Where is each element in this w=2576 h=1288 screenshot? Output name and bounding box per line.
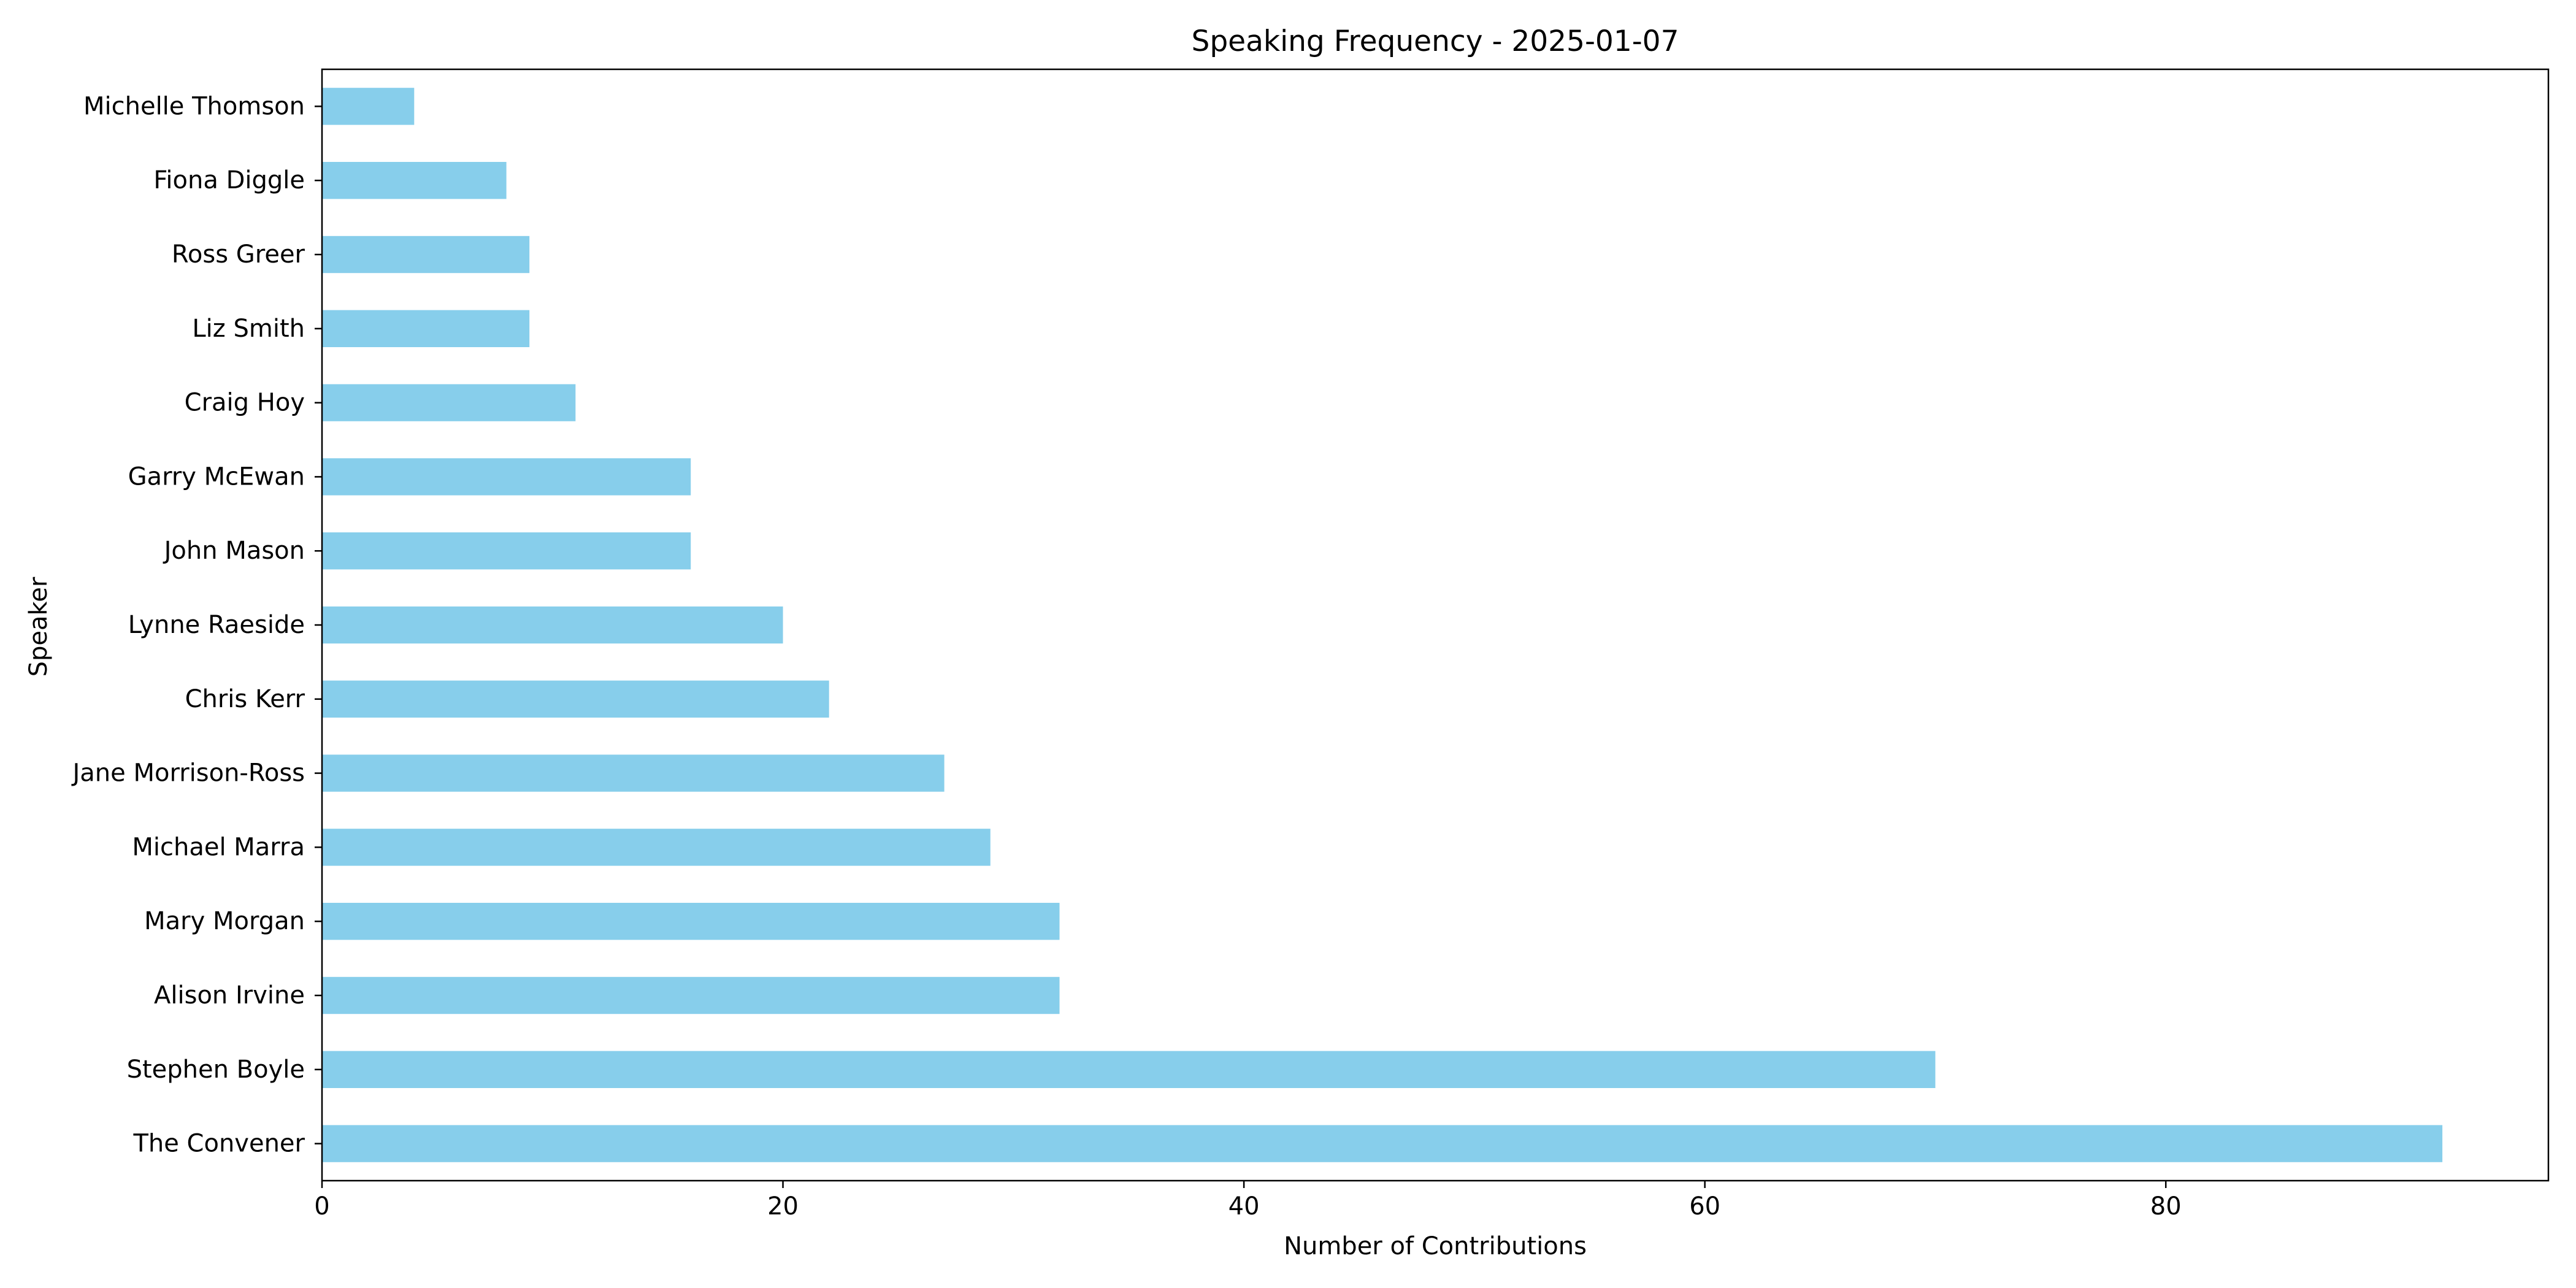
y-tick-label: Jane Morrison-Ross: [71, 759, 305, 788]
y-tick-label: Michael Marra: [132, 833, 305, 861]
y-tick-label: Mary Morgan: [144, 907, 305, 935]
bar-alison-irvine: [322, 976, 1060, 1014]
bar-fiona-diggle: [322, 162, 507, 199]
y-tick-label: The Convener: [132, 1130, 305, 1158]
x-tick-label: 0: [314, 1192, 329, 1221]
y-axis-label: Speaker: [25, 577, 53, 677]
x-tick-label: 60: [1689, 1192, 1720, 1221]
bar-stephen-boyle: [322, 1051, 1936, 1088]
x-tick-label: 80: [2150, 1192, 2182, 1221]
y-tick-label: Chris Kerr: [185, 685, 305, 713]
y-tick-label: Garry McEwan: [128, 462, 305, 491]
bar-john-mason: [322, 532, 691, 570]
bar-craig-hoy: [322, 384, 576, 421]
y-tick-label: John Mason: [163, 537, 305, 565]
bar-jane-morrison-ross: [322, 754, 945, 792]
bar-chris-kerr: [322, 680, 829, 718]
y-tick-label: Ross Greer: [172, 240, 305, 269]
y-tick-label: Lynne Raeside: [128, 611, 305, 639]
bar-garry-mcewan: [322, 458, 691, 496]
y-tick-label: Fiona Diggle: [153, 166, 305, 194]
bar-lynne-raeside: [322, 606, 783, 644]
axes-layer: The Convener Stephen Boyle Alison Irvine Ma…: [71, 68, 2550, 1221]
bar-the-convener: [322, 1125, 2443, 1162]
bar-michelle-thomson: [322, 88, 415, 125]
y-tick-label: Michelle Thomson: [83, 92, 305, 120]
bars-layer: [322, 88, 2443, 1162]
x-tick-label: 20: [767, 1192, 799, 1221]
x-axis-label: Number of Contributions: [1284, 1232, 1587, 1260]
bar-mary-morgan: [322, 903, 1060, 940]
plot-frame: [321, 68, 2550, 1182]
bar-michael-marra: [322, 829, 991, 866]
chart-title: Speaking Frequency - 2025-01-07: [1191, 25, 1679, 58]
bar-liz-smith: [322, 310, 530, 347]
y-tick-label: Craig Hoy: [185, 389, 305, 417]
y-tick-label: Alison Irvine: [154, 981, 305, 1010]
x-tick-label: 40: [1229, 1192, 1260, 1221]
y-tick-label: Liz Smith: [192, 315, 305, 343]
y-tick-label: Stephen Boyle: [127, 1056, 305, 1084]
bar-ross-greer: [322, 236, 530, 274]
